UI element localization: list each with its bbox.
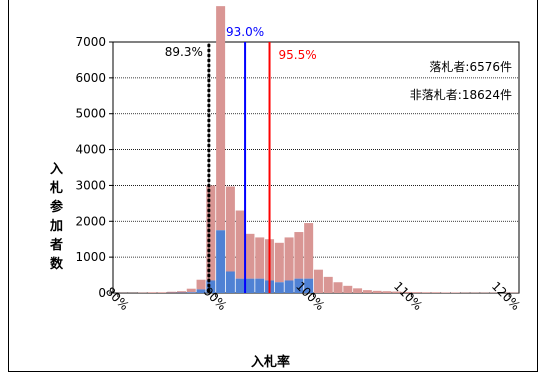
bar-non-winner	[333, 282, 343, 293]
bar-non-winner	[362, 290, 372, 293]
bar-non-winner	[323, 276, 333, 293]
bar-non-winner	[411, 292, 421, 293]
bar-non-winner	[147, 292, 157, 293]
bar-non-winner	[392, 291, 402, 293]
reference-line-label: 89.3%	[165, 45, 203, 59]
legend-text: 落札者:6576件	[429, 60, 512, 74]
reference-line-label: 95.5%	[279, 48, 317, 62]
y-axis-label-char: 入	[50, 162, 64, 177]
bar-non-winner	[304, 223, 314, 279]
legend-text: 非落札者:18624件	[410, 88, 512, 102]
bar-winner	[225, 271, 235, 293]
bar-non-winner	[450, 292, 460, 293]
x-tick-label: 80%	[103, 284, 132, 313]
y-axis-label-char: 加	[50, 219, 64, 234]
bar-non-winner	[313, 269, 323, 293]
y-axis-label-char: 者	[50, 238, 64, 253]
bar-non-winner	[343, 285, 353, 293]
bar-non-winner	[206, 185, 216, 281]
bar-non-winner	[176, 291, 186, 293]
bar-non-winner	[235, 210, 245, 279]
bar-winner	[186, 292, 196, 293]
y-axis-label-char: 参	[50, 200, 64, 215]
plot-area	[112, 41, 520, 294]
bar-non-winner	[353, 288, 363, 293]
y-tick-label: 4000	[75, 143, 106, 157]
bar-winner	[304, 278, 314, 293]
bar-non-winner	[157, 292, 167, 293]
bar-non-winner	[284, 237, 294, 281]
bar-winner	[206, 280, 216, 293]
bar-non-winner	[167, 291, 177, 293]
bar-winner	[216, 230, 226, 293]
y-tick-label: 2000	[75, 214, 106, 228]
x-tick-label: 110%	[391, 279, 425, 313]
bar-winner	[196, 289, 206, 293]
reference-line-label: 93.0%	[226, 25, 264, 39]
y-tick-label: 0	[98, 286, 106, 300]
bar-non-winner	[225, 186, 235, 272]
y-axis-label-char: 数	[50, 257, 64, 272]
y-axis-label-char: 札	[50, 181, 64, 196]
bar-non-winner	[401, 291, 411, 293]
bar-non-winner	[294, 232, 304, 279]
bar-winner	[245, 278, 255, 293]
x-tick-label: 120%	[489, 279, 523, 313]
bar-winner	[284, 280, 294, 293]
bar-winner	[294, 278, 304, 293]
bar-non-winner	[245, 233, 255, 279]
bar-non-winner	[441, 292, 451, 293]
bar-non-winner	[431, 292, 441, 293]
bar-non-winner	[372, 290, 382, 293]
y-tick-label: 1000	[75, 250, 106, 264]
bar-winner	[274, 282, 284, 293]
bar-winner	[255, 278, 265, 293]
y-tick-label: 5000	[75, 107, 106, 121]
y-tick-label: 6000	[75, 71, 106, 85]
y-tick-label: 7000	[75, 35, 106, 49]
x-axis-label: 入札率	[250, 355, 290, 370]
chart-frame	[8, 0, 538, 372]
bar-non-winner	[196, 279, 206, 290]
bar-non-winner	[255, 237, 265, 279]
y-tick-label: 3000	[75, 178, 106, 192]
bar-non-winner	[382, 291, 392, 293]
bar-non-winner	[216, 6, 226, 231]
bar-non-winner	[421, 292, 431, 293]
x-tick-label: 90%	[201, 284, 230, 313]
bar-non-winner	[274, 242, 284, 283]
bar-winner	[235, 278, 245, 293]
bar-non-winner	[186, 288, 196, 293]
